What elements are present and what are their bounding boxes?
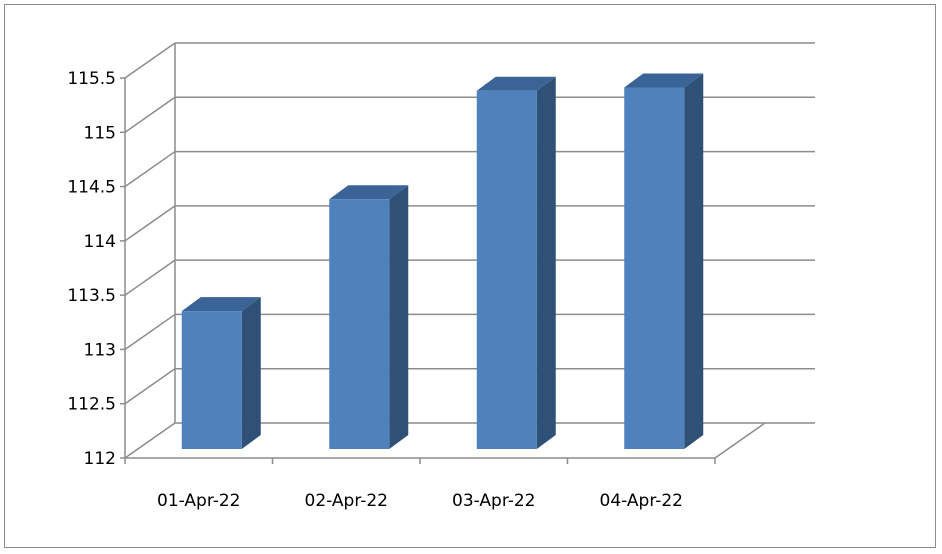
y-tick-label: 112 — [84, 449, 116, 469]
side-wall-gridline — [124, 422, 176, 459]
side-wall-gridline — [124, 150, 176, 188]
y-tick-label: 113.5 — [67, 286, 116, 306]
side-wall-gridline — [124, 259, 176, 296]
x-tick-label: 01-Apr-22 — [157, 491, 240, 511]
x-tick-label: 03-Apr-22 — [452, 491, 535, 511]
floor-edge — [714, 422, 766, 459]
y-tick-label: 114.5 — [67, 178, 116, 198]
bar-side — [241, 297, 261, 449]
bar-top — [329, 185, 409, 200]
side-wall-gridline — [124, 313, 176, 351]
y-tick-label: 115.5 — [67, 69, 116, 89]
bar-top — [181, 297, 261, 312]
bar — [624, 87, 685, 449]
x-tick-label: 02-Apr-22 — [305, 491, 388, 511]
side-wall-gridline — [124, 42, 176, 79]
side-wall-gridline — [124, 368, 176, 405]
bar — [181, 311, 242, 449]
bar-top — [624, 73, 704, 88]
bar — [476, 90, 537, 449]
bar-side — [536, 76, 556, 449]
side-wall-gridline — [124, 205, 176, 242]
y-tick-label: 113 — [84, 340, 116, 360]
y-tick-label: 115 — [84, 123, 116, 143]
y-tick-label: 114 — [84, 232, 116, 252]
bar-side — [389, 185, 409, 450]
side-wall-gridline — [124, 96, 176, 133]
bar-top — [476, 76, 556, 91]
bar-side — [684, 73, 704, 449]
chart-frame — [4, 4, 936, 548]
bar — [329, 199, 390, 449]
x-tick-label: 04-Apr-22 — [600, 491, 683, 511]
y-tick-label: 112.5 — [67, 395, 116, 415]
